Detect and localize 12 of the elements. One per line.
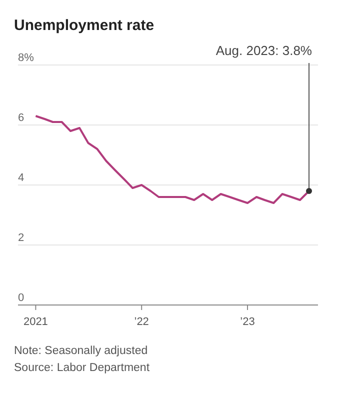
- y-tick-label: 2: [18, 232, 24, 244]
- y-tick-label: 8%: [18, 52, 34, 64]
- y-tick-label: 0: [18, 292, 24, 304]
- source-note: Source: Labor Department: [14, 362, 150, 374]
- annotation: Aug. 2023: 3.8%: [216, 43, 312, 58]
- y-tick-label: 6: [18, 112, 24, 124]
- x-tick-label: ’23: [240, 316, 255, 328]
- text: Note: Seasonally adjusted: [14, 345, 148, 357]
- chart-title: Unemployment rate: [14, 17, 154, 34]
- x-tick-label: 2021: [23, 316, 48, 328]
- y-tick-label: 4: [18, 172, 24, 184]
- x-tick-label: ’22: [134, 316, 149, 328]
